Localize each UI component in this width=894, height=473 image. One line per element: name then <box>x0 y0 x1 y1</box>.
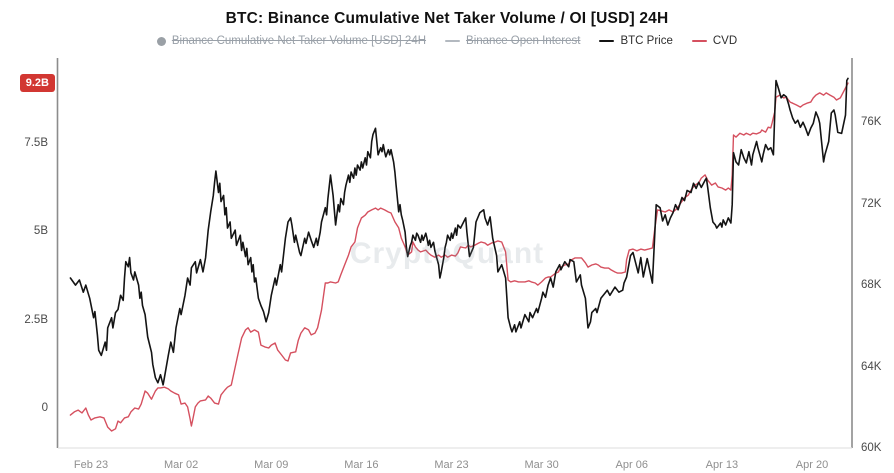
right-axis-tick: 72K <box>861 197 882 210</box>
legend-line-icon <box>691 39 707 43</box>
legend-item-label: CVD <box>712 35 738 47</box>
legend-item-binance-cumulative-net-taker-volume-usd-24h[interactable]: Binance Cumulative Net Taker Volume [USD… <box>156 35 427 47</box>
x-axis-tick: Mar 23 <box>434 459 469 471</box>
right-axis-tick: 76K <box>861 116 882 129</box>
left-axis-tick: 7.5B <box>24 137 48 150</box>
legend-item-cvd[interactable]: CVD <box>691 35 738 47</box>
cvd-current-value-badge: 9.2B <box>19 74 55 93</box>
x-axis-tick: Mar 02 <box>164 459 199 471</box>
left-axis-tick: 2.5B <box>24 313 48 326</box>
cvd-current-value: 9.2B <box>25 77 49 90</box>
legend-line-icon <box>599 39 615 43</box>
legend-item-binance-open-interest[interactable]: Binance Open Interest <box>445 35 580 47</box>
right-axis-tick: 60K <box>861 442 882 454</box>
right-axis-tick: 68K <box>861 279 882 292</box>
btc-price-line <box>69 77 849 386</box>
x-axis-tick: Mar 09 <box>254 459 289 471</box>
legend-item-label: Binance Open Interest <box>466 35 581 47</box>
right-axis-tick: 64K <box>861 360 882 373</box>
legend-line-icon <box>445 39 461 43</box>
x-axis-tick: Feb 23 <box>73 459 109 471</box>
left-axis-tick: 5B <box>33 225 48 238</box>
chart-title: BTC: Binance Cumulative Net Taker Volume… <box>225 10 669 27</box>
left-axis-tick: 0 <box>41 402 48 414</box>
x-axis-tick: Mar 16 <box>344 459 379 471</box>
legend-item-label: Binance Cumulative Net Taker Volume [USD… <box>171 35 427 47</box>
legend-item-label: BTC Price <box>620 35 673 47</box>
legend-dot-icon <box>156 36 166 46</box>
x-axis-tick: Apr 06 <box>615 459 648 471</box>
cvd-line <box>69 82 849 432</box>
legend: Binance Cumulative Net Taker Volume [USD… <box>0 35 894 47</box>
x-axis-tick: Mar 30 <box>524 459 559 471</box>
legend-item-btc-price[interactable]: BTC Price <box>599 35 673 47</box>
x-axis-tick: Apr 20 <box>795 459 829 471</box>
x-axis-tick: Apr 13 <box>705 459 739 471</box>
